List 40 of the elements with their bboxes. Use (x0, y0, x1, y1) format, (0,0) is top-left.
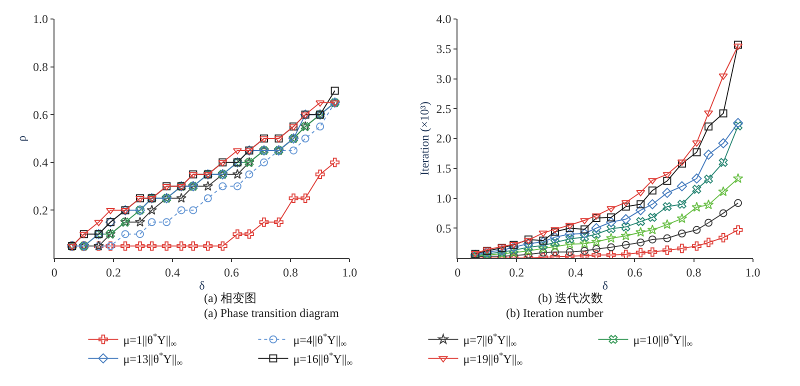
y-tick-label: 0.2 (33, 203, 48, 218)
y-axis-title: ρ (14, 136, 28, 142)
y-axis-title: Iteration (×10³) (418, 101, 432, 176)
y-tick-label: 0.5 (436, 221, 452, 236)
y-tick-label: 2.5 (436, 102, 452, 116)
text: (b) 迭代次数 (538, 291, 603, 305)
x-tick-label: 0 (454, 265, 461, 280)
legend-label: μ=13||θ$^{*}$Y||$_{∞}$ (123, 351, 183, 368)
y-tick-label: 3.0 (436, 72, 452, 86)
legend-label: μ=4||θ$^{*}$Y||$_{∞}$ (293, 332, 347, 349)
x-tick-label: 0.8 (686, 265, 702, 280)
x-axis-title: δ (199, 278, 206, 292)
y-tick-label: 1.0 (436, 191, 452, 206)
x-tick-label: 0.4 (568, 265, 584, 280)
x-tick-label: 0.6 (627, 265, 642, 280)
x-axis-title: δ (602, 278, 608, 292)
legend-label: μ=16||θ$^{*}$Y||$_{∞}$ (293, 351, 353, 368)
y-tick-label: 1.0 (33, 12, 48, 26)
x-tick-label: 1.0 (342, 265, 358, 280)
x-tick-label: 0.2 (509, 265, 524, 280)
y-tick-label: 3.5 (436, 42, 452, 56)
y-tick-label: 4.0 (436, 12, 452, 26)
y-tick-label: 0.8 (33, 60, 48, 74)
y-tick-label: 2.0 (436, 132, 452, 146)
y-tick-label: 0.6 (33, 108, 48, 122)
legend-label: μ=7||θ$^{*}$Y||$_{∞}$ (463, 332, 517, 349)
x-tick-label: 0.8 (283, 265, 298, 280)
x-tick-label: 0 (51, 265, 58, 280)
legend-label: μ=1||θ$^{*}$Y||$_{∞}$ (123, 332, 177, 349)
text: (b) Iteration number (506, 306, 604, 320)
text: (a) Phase transition diagram (204, 306, 340, 320)
legend-label: μ=19||θ$^{*}$Y||$_{∞}$ (463, 351, 523, 368)
x-tick-label: 0.6 (224, 265, 240, 280)
x-tick-label: 0.4 (164, 265, 180, 280)
legend-label: μ=10||θ$^{*}$Y||$_{∞}$ (633, 332, 693, 349)
text: (a) 相变图 (204, 291, 256, 305)
y-tick-label: 1.5 (436, 162, 452, 176)
y-tick-label: 0.4 (33, 156, 48, 170)
x-tick-label: 1.0 (745, 265, 760, 280)
x-tick-label: 0.2 (106, 265, 121, 280)
